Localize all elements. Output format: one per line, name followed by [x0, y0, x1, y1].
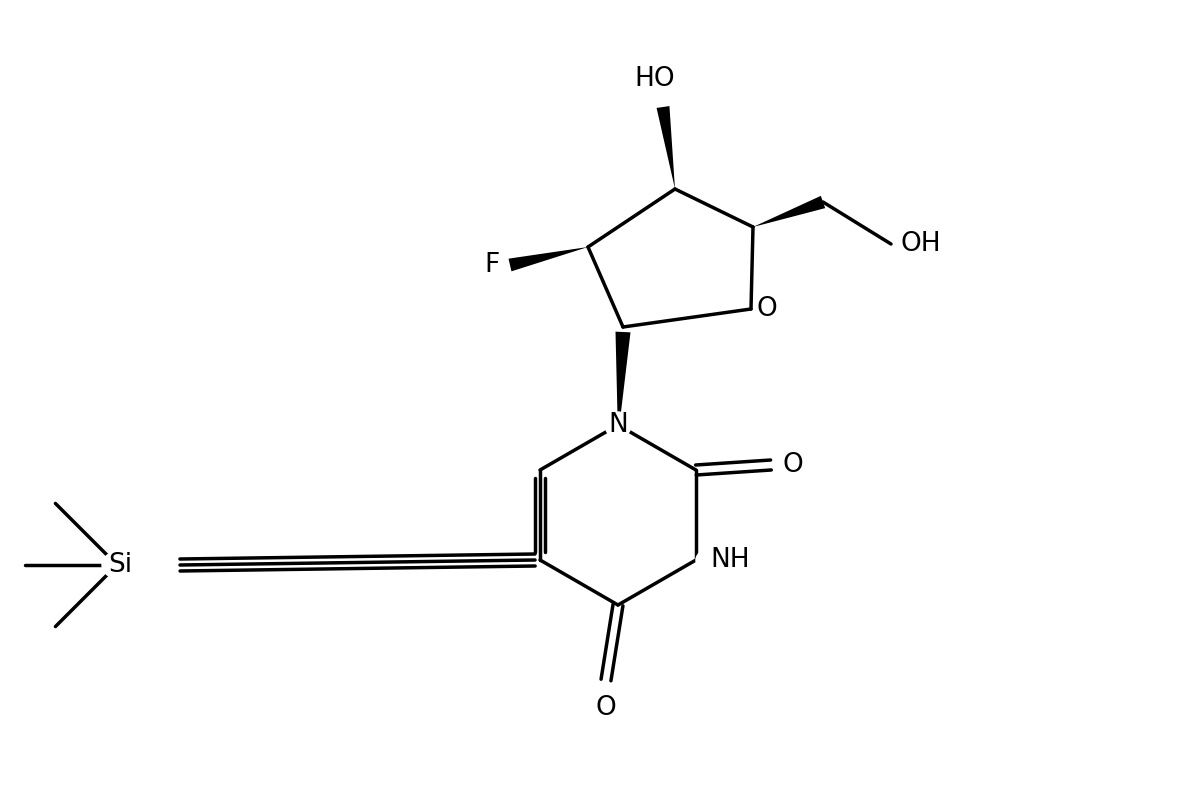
- Text: HO: HO: [635, 66, 675, 92]
- Text: O: O: [756, 296, 777, 322]
- Ellipse shape: [593, 695, 618, 721]
- Text: F: F: [484, 252, 499, 278]
- Ellipse shape: [780, 452, 806, 478]
- Text: N: N: [608, 412, 628, 438]
- Ellipse shape: [635, 66, 675, 92]
- Text: Si: Si: [108, 552, 132, 578]
- Polygon shape: [616, 331, 630, 437]
- Ellipse shape: [479, 252, 505, 278]
- Text: NH: NH: [710, 547, 749, 573]
- Text: O: O: [596, 695, 616, 721]
- Ellipse shape: [901, 231, 941, 257]
- Ellipse shape: [605, 412, 631, 438]
- Polygon shape: [656, 106, 675, 189]
- Text: O: O: [782, 452, 803, 478]
- Ellipse shape: [754, 296, 780, 322]
- Polygon shape: [509, 247, 588, 271]
- Text: OH: OH: [901, 231, 941, 257]
- Ellipse shape: [696, 547, 740, 573]
- Ellipse shape: [102, 551, 138, 579]
- Polygon shape: [753, 196, 825, 227]
